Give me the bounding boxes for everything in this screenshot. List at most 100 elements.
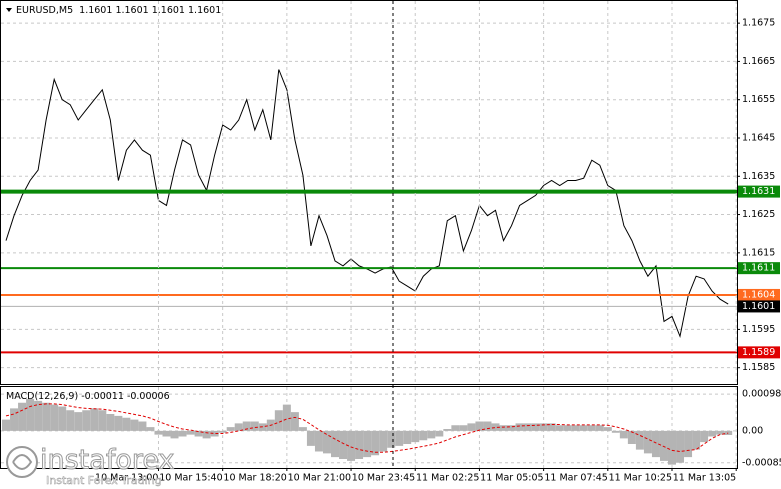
- y-tick-label: 1.1645: [742, 132, 775, 143]
- macd-bar: [186, 430, 195, 435]
- macd-bar: [539, 423, 548, 431]
- signal-value: -0.00006: [127, 391, 170, 402]
- macd-bar: [419, 430, 428, 441]
- x-tick-label: 10 Mar 18:20: [223, 473, 286, 484]
- y-tick-label: -0.00085: [742, 457, 781, 468]
- menu-arrow: [6, 8, 12, 12]
- x-tick-label: 11 Mar 05:05: [480, 473, 543, 484]
- macd-bar: [154, 430, 163, 435]
- macd-bar: [146, 427, 155, 431]
- macd-bar: [491, 423, 500, 431]
- macd-bar: [563, 425, 572, 431]
- macd-bar: [499, 425, 508, 431]
- macd-bar: [700, 430, 709, 443]
- macd-bar: [619, 430, 628, 439]
- macd-bar: [234, 423, 243, 431]
- level-label: 1.1604: [742, 289, 775, 300]
- y-tick-label: 1.1595: [742, 324, 775, 335]
- level-label: 1.1589: [742, 347, 775, 358]
- y-tick-label: 1.1625: [742, 209, 775, 220]
- x-tick-label: 11 Mar 02:25: [416, 473, 479, 484]
- macd-bar: [579, 425, 588, 431]
- level-label-box: [738, 300, 780, 313]
- macd-bar: [403, 430, 412, 444]
- macd-bar: [26, 399, 35, 431]
- logo-swirl: [12, 454, 33, 470]
- macd-bar: [50, 404, 59, 431]
- macd-bar: [684, 430, 693, 458]
- level-label: 1.1631: [742, 186, 775, 197]
- macd-title: MACD(12,26,9): [6, 391, 78, 402]
- macd-bar: [676, 430, 685, 463]
- macd-bar: [459, 425, 468, 431]
- macd-bar: [138, 421, 147, 431]
- macd-bar: [170, 430, 179, 439]
- macd-bar: [90, 408, 99, 431]
- x-tick-label: 10 Mar 15:40: [159, 473, 222, 484]
- macd-bar: [611, 430, 620, 433]
- macd-bar: [427, 430, 436, 439]
- macd-bar: [523, 423, 532, 431]
- macd-bar: [651, 430, 660, 458]
- x-tick-label: 11 Mar 10:25: [609, 473, 672, 484]
- macd-bar: [571, 425, 580, 431]
- macd-bar: [659, 430, 668, 461]
- macd-bar: [282, 404, 291, 431]
- macd-bar: [603, 427, 612, 431]
- macd-bar: [250, 421, 259, 431]
- macd-bar: [555, 425, 564, 431]
- macd-bar: [451, 425, 460, 431]
- y-tick-label: 0.00: [742, 425, 763, 436]
- macd-bar: [58, 406, 67, 431]
- macd-bar: [10, 408, 19, 431]
- macd-bar: [194, 430, 203, 437]
- macd-bar: [290, 412, 299, 431]
- macd-bar: [411, 430, 420, 443]
- macd-bar: [306, 430, 315, 446]
- x-tick-label: 11 Mar 13:05: [673, 473, 736, 484]
- macd-bar: [475, 421, 484, 431]
- macd-value: -0.00011: [81, 391, 124, 402]
- macd-bar: [515, 423, 524, 431]
- y-tick-label: 1.1675: [742, 18, 775, 29]
- macd-bar: [716, 430, 725, 435]
- macd-bar: [98, 410, 107, 431]
- macd-bar: [387, 430, 396, 448]
- macd-bar: [363, 430, 372, 458]
- macd-bar: [42, 402, 51, 431]
- brand: instaforex: [40, 445, 174, 476]
- macd-bar: [531, 423, 540, 431]
- signal-line: [5, 403, 729, 453]
- macd-bar: [114, 415, 123, 431]
- y-tick-label: 1.1615: [742, 247, 775, 258]
- macd-bar: [435, 430, 444, 437]
- macd-bar: [587, 425, 596, 431]
- level-label: 1.1611: [742, 263, 775, 274]
- watermark: instaforex Instant Forex Trading: [6, 444, 175, 487]
- level-label-box: [738, 262, 780, 275]
- macd-bar: [82, 410, 91, 431]
- macd-bar: [18, 402, 27, 431]
- level-label-box: [738, 288, 780, 301]
- y-tick-label: 0.00098: [742, 389, 781, 400]
- logo-icon: [6, 446, 38, 478]
- macd-bar: [355, 430, 364, 459]
- level-label: 1.1601: [742, 301, 775, 312]
- macd-bar: [371, 430, 380, 456]
- y-tick-label: 1.1585: [742, 362, 775, 373]
- macd-bar: [395, 430, 404, 446]
- macd-bar: [635, 430, 644, 450]
- macd-bar: [122, 417, 131, 431]
- y-tick-label: 1.1635: [742, 171, 775, 182]
- macd-bar: [467, 423, 476, 431]
- macd-bar: [483, 421, 492, 431]
- close: 1.1601: [188, 5, 221, 16]
- macd-bar: [724, 430, 733, 435]
- macd-bar: [226, 427, 235, 431]
- x-tick-label: 10 Mar 13:00: [95, 473, 158, 484]
- macd-bar: [314, 430, 323, 452]
- macd-bar: [507, 425, 516, 431]
- macd-bar: [242, 421, 251, 431]
- x-tick-label: 10 Mar 21:00: [288, 473, 351, 484]
- macd-bar: [2, 419, 11, 431]
